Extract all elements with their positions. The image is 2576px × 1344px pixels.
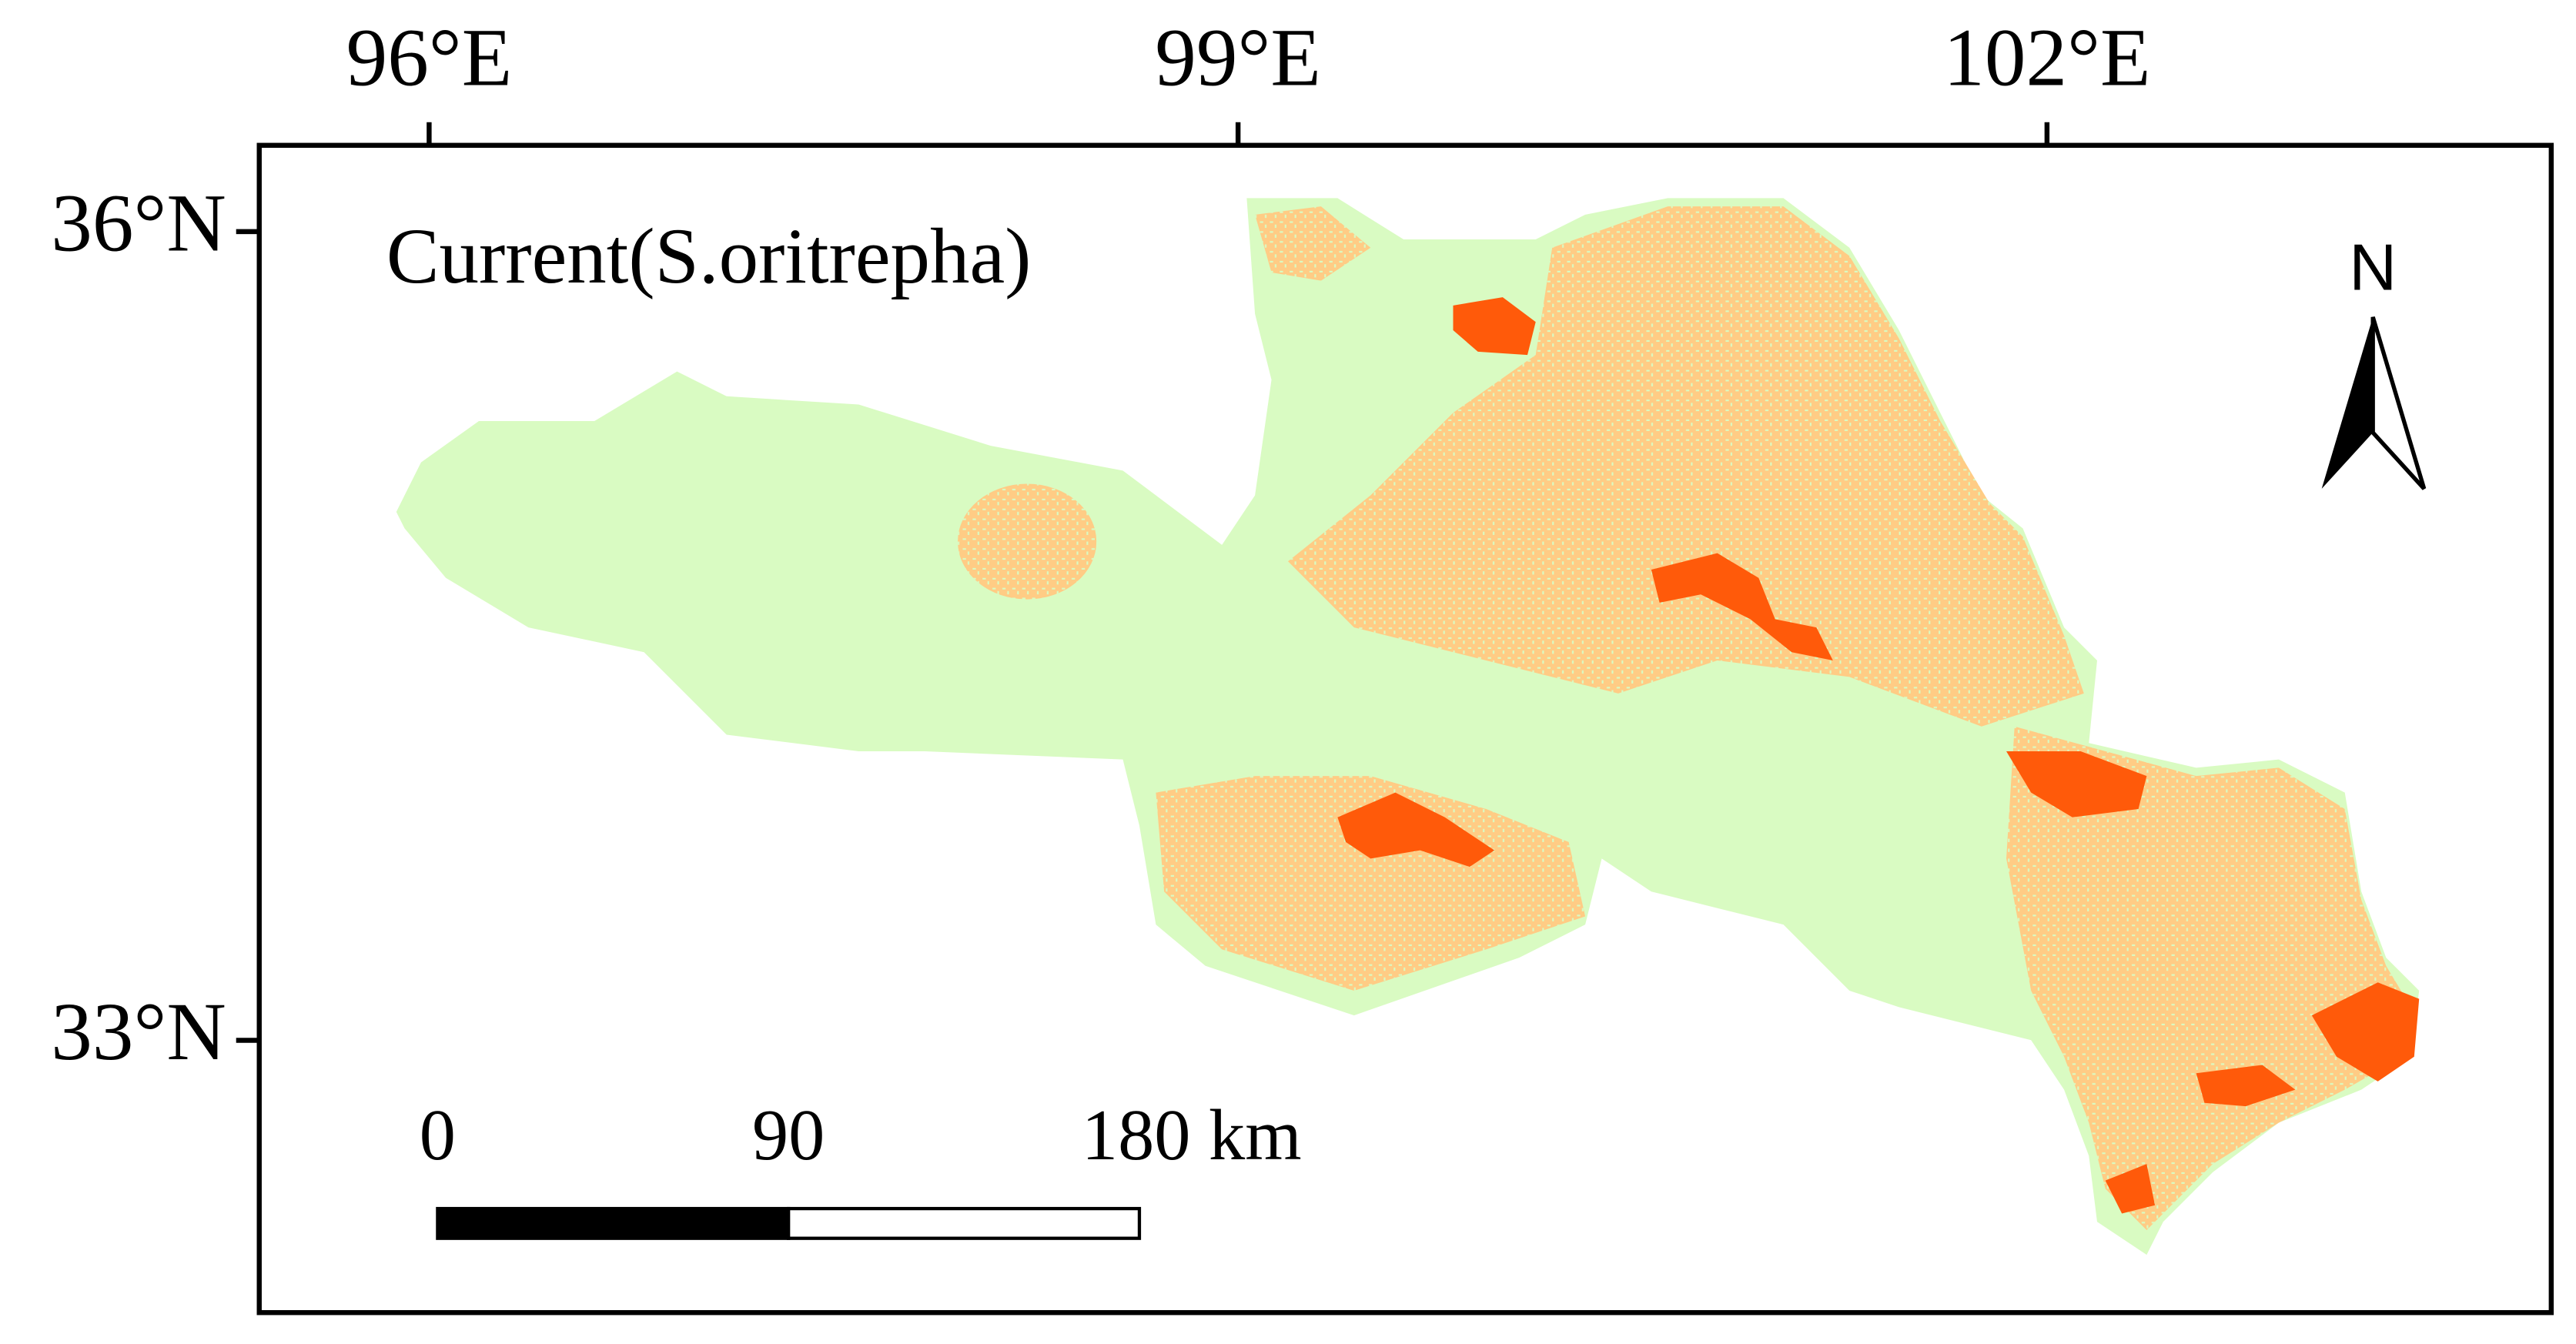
scale-bar-label: 180 km bbox=[1082, 1095, 1302, 1175]
region-high bbox=[1337, 297, 2420, 1214]
map-frame bbox=[256, 142, 2554, 1316]
y-tick-label: 33°N bbox=[51, 986, 226, 1078]
y-tick-label: 36°N bbox=[51, 177, 226, 269]
study-region bbox=[396, 198, 2420, 1255]
north-label: N bbox=[2349, 231, 2397, 305]
map-title: Current(S.oritrepha) bbox=[386, 212, 1032, 300]
scale-bar-label: 0 bbox=[420, 1095, 456, 1175]
north-arrow bbox=[2321, 316, 2427, 490]
region-medium bbox=[958, 206, 2411, 1230]
x-tick-label: 96°E bbox=[346, 12, 513, 103]
scale-bar-segment bbox=[787, 1206, 1142, 1240]
x-tick-label: 102°E bbox=[1943, 12, 2150, 103]
scale-bar-label: 90 bbox=[752, 1095, 825, 1175]
x-tick-label: 99°E bbox=[1155, 12, 1321, 103]
scale-bar-segment bbox=[436, 1206, 791, 1240]
